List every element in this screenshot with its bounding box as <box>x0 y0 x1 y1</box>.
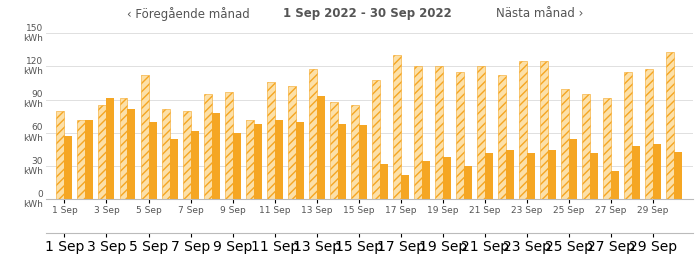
Bar <box>295 122 304 199</box>
Bar <box>99 105 106 199</box>
Bar <box>232 133 241 199</box>
Bar <box>603 98 611 199</box>
Bar <box>169 138 178 199</box>
Bar <box>316 96 325 199</box>
Bar <box>456 72 464 199</box>
Bar <box>57 111 64 199</box>
Bar <box>674 152 682 199</box>
Bar <box>148 122 157 199</box>
Bar <box>414 66 422 199</box>
Bar <box>569 138 577 199</box>
Bar <box>85 120 93 199</box>
Bar <box>506 150 514 199</box>
Bar <box>309 69 316 199</box>
Bar <box>64 136 72 199</box>
Bar <box>225 92 232 199</box>
Bar <box>498 75 506 199</box>
Bar <box>190 131 199 199</box>
Text: 1 Sep 2022 - 30 Sep 2022: 1 Sep 2022 - 30 Sep 2022 <box>283 7 452 20</box>
Bar <box>527 153 535 199</box>
Bar <box>358 125 367 199</box>
Bar <box>645 69 653 199</box>
Bar <box>127 109 136 199</box>
Bar <box>540 61 548 199</box>
Bar <box>590 153 598 199</box>
Bar <box>666 52 674 199</box>
Text: Nästa månad ›: Nästa månad › <box>481 7 583 20</box>
Bar <box>561 89 569 199</box>
Bar <box>393 55 401 199</box>
Bar <box>211 113 220 199</box>
Bar <box>611 171 619 199</box>
Bar <box>330 102 337 199</box>
Bar <box>372 80 380 199</box>
Bar <box>288 86 295 199</box>
Bar <box>106 98 115 199</box>
Bar <box>401 175 409 199</box>
Bar <box>477 66 485 199</box>
Bar <box>380 164 388 199</box>
Bar <box>253 124 262 199</box>
Bar <box>204 94 211 199</box>
Bar <box>351 105 358 199</box>
Bar <box>519 61 527 199</box>
Bar <box>435 66 443 199</box>
Bar <box>337 124 346 199</box>
Bar <box>443 157 451 199</box>
Bar <box>141 75 148 199</box>
Bar <box>653 144 661 199</box>
Bar <box>162 109 169 199</box>
Bar <box>246 120 253 199</box>
Bar <box>632 146 640 199</box>
Text: ‹ Föregående månad: ‹ Föregående månad <box>127 7 265 21</box>
Bar <box>582 94 590 199</box>
Bar <box>183 111 190 199</box>
Bar <box>274 120 283 199</box>
Bar <box>485 153 493 199</box>
Bar <box>464 166 472 199</box>
Bar <box>548 150 556 199</box>
Bar <box>78 120 85 199</box>
Bar <box>267 82 274 199</box>
Bar <box>120 98 127 199</box>
Bar <box>624 72 632 199</box>
Bar <box>422 161 430 199</box>
